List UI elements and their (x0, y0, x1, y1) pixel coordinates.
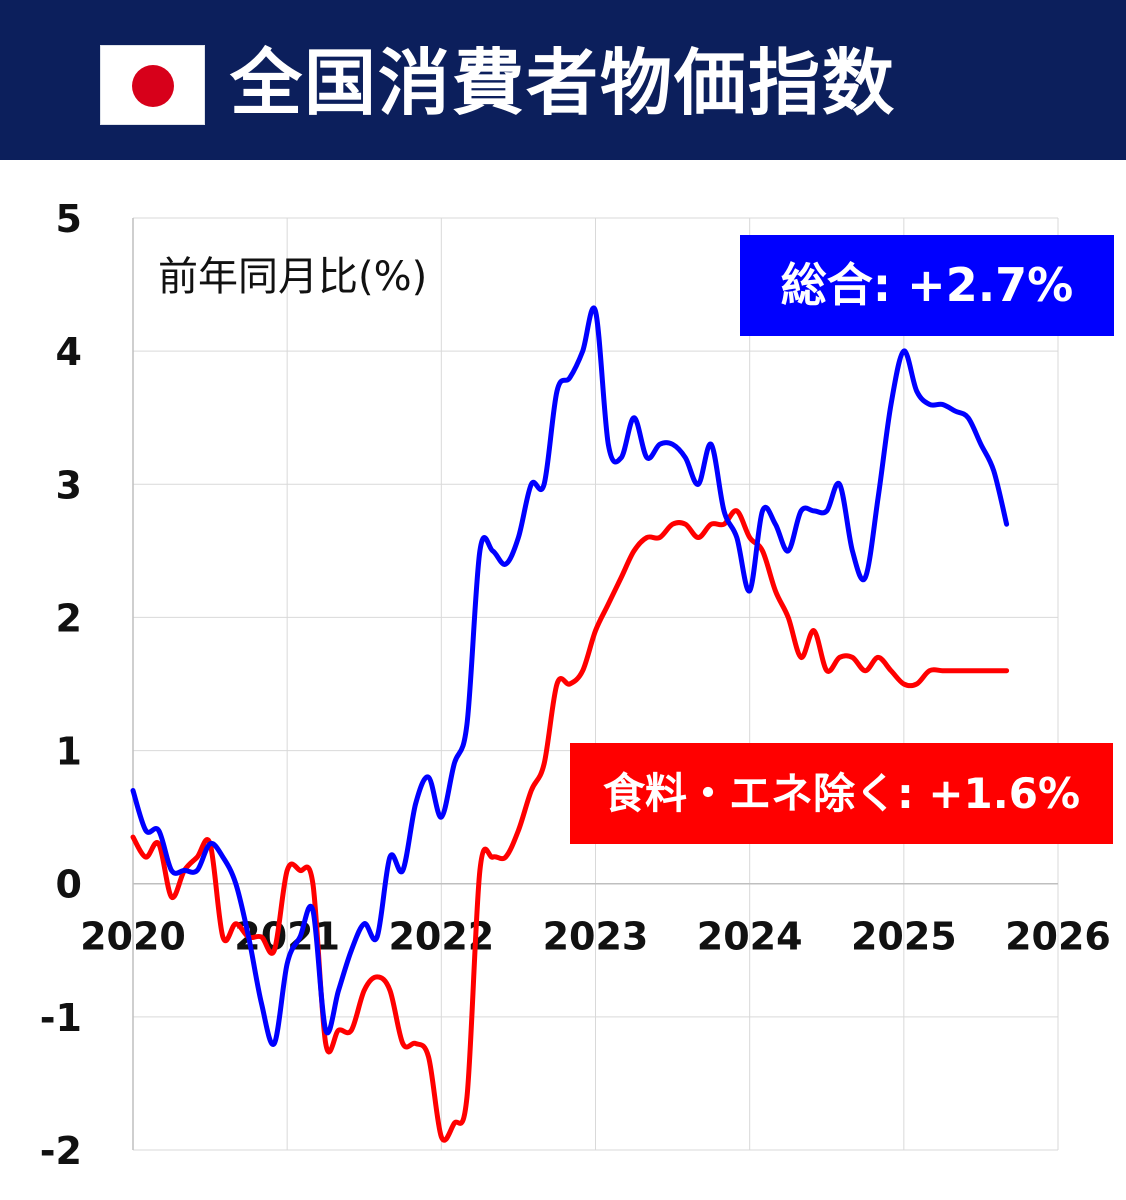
x-axis-ticks: 2020 2021 2022 2023 2024 2025 2026 (80, 915, 1111, 959)
y-axis-label: 前年同月比(%) (158, 254, 427, 300)
series-line-core (130, 508, 1010, 1143)
page-title: 全国消費者物価指数 (230, 41, 897, 125)
x-tick-label: 2025 (851, 915, 957, 959)
y-tick-label: 2 (56, 596, 82, 640)
y-tick-label: -2 (40, 1129, 82, 1173)
flag-sun (132, 65, 174, 107)
series-line-total (130, 305, 1010, 1047)
japan-flag-icon (100, 45, 205, 125)
series-label-core: 食料・エネ除く: +1.6% (570, 743, 1113, 844)
y-tick-label: 0 (56, 863, 82, 907)
y-axis-ticks: -2 -1 0 1 2 3 4 5 (40, 197, 82, 1173)
series-label-total: 総合: +2.7% (740, 235, 1114, 336)
x-tick-label: 2026 (1005, 915, 1111, 959)
series-lines (130, 305, 1010, 1143)
y-tick-label: 4 (56, 330, 82, 374)
x-tick-label: 2020 (80, 915, 186, 959)
x-tick-label: 2024 (697, 915, 803, 959)
y-tick-label: 1 (56, 730, 82, 774)
y-tick-label: 5 (56, 197, 82, 241)
y-tick-label: -1 (40, 996, 82, 1040)
x-tick-label: 2023 (543, 915, 649, 959)
header-banner: 全国消費者物価指数 (0, 0, 1126, 160)
y-tick-label: 3 (56, 463, 82, 507)
